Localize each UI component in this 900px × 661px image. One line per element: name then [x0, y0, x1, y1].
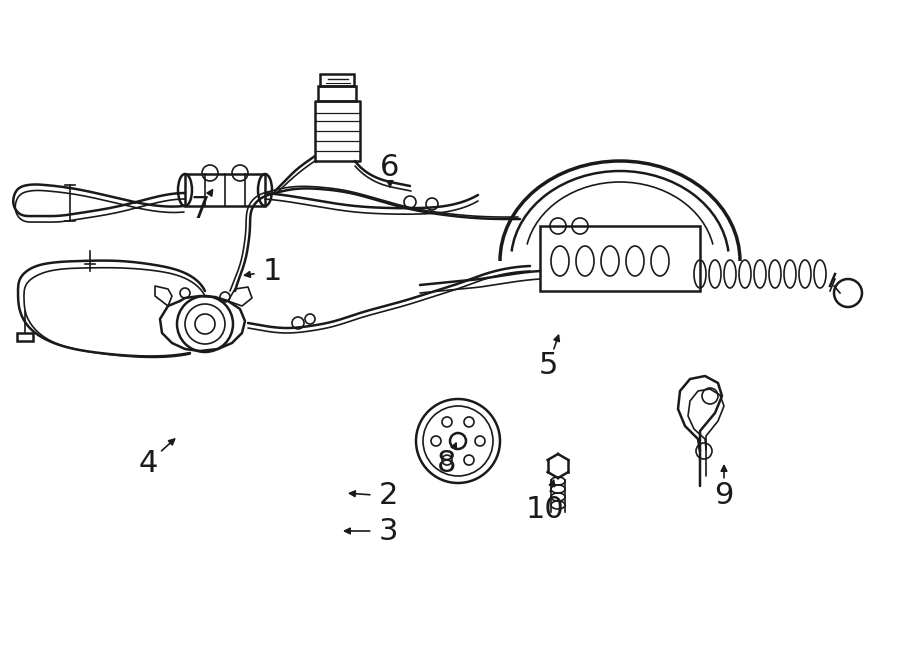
Text: 4: 4: [139, 449, 158, 477]
Text: 8: 8: [437, 449, 456, 477]
Bar: [185, 174, 265, 206]
Text: 1: 1: [262, 256, 282, 286]
Text: 10: 10: [526, 494, 564, 524]
Text: 2: 2: [378, 481, 398, 510]
Text: 5: 5: [538, 352, 558, 381]
Bar: [320, 74, 354, 86]
Text: 6: 6: [381, 153, 400, 182]
Bar: [318, 86, 356, 101]
Bar: [540, 226, 700, 291]
Text: 7: 7: [190, 194, 210, 223]
Text: 3: 3: [378, 516, 398, 545]
Text: 9: 9: [715, 481, 733, 510]
Bar: [17, 333, 33, 341]
